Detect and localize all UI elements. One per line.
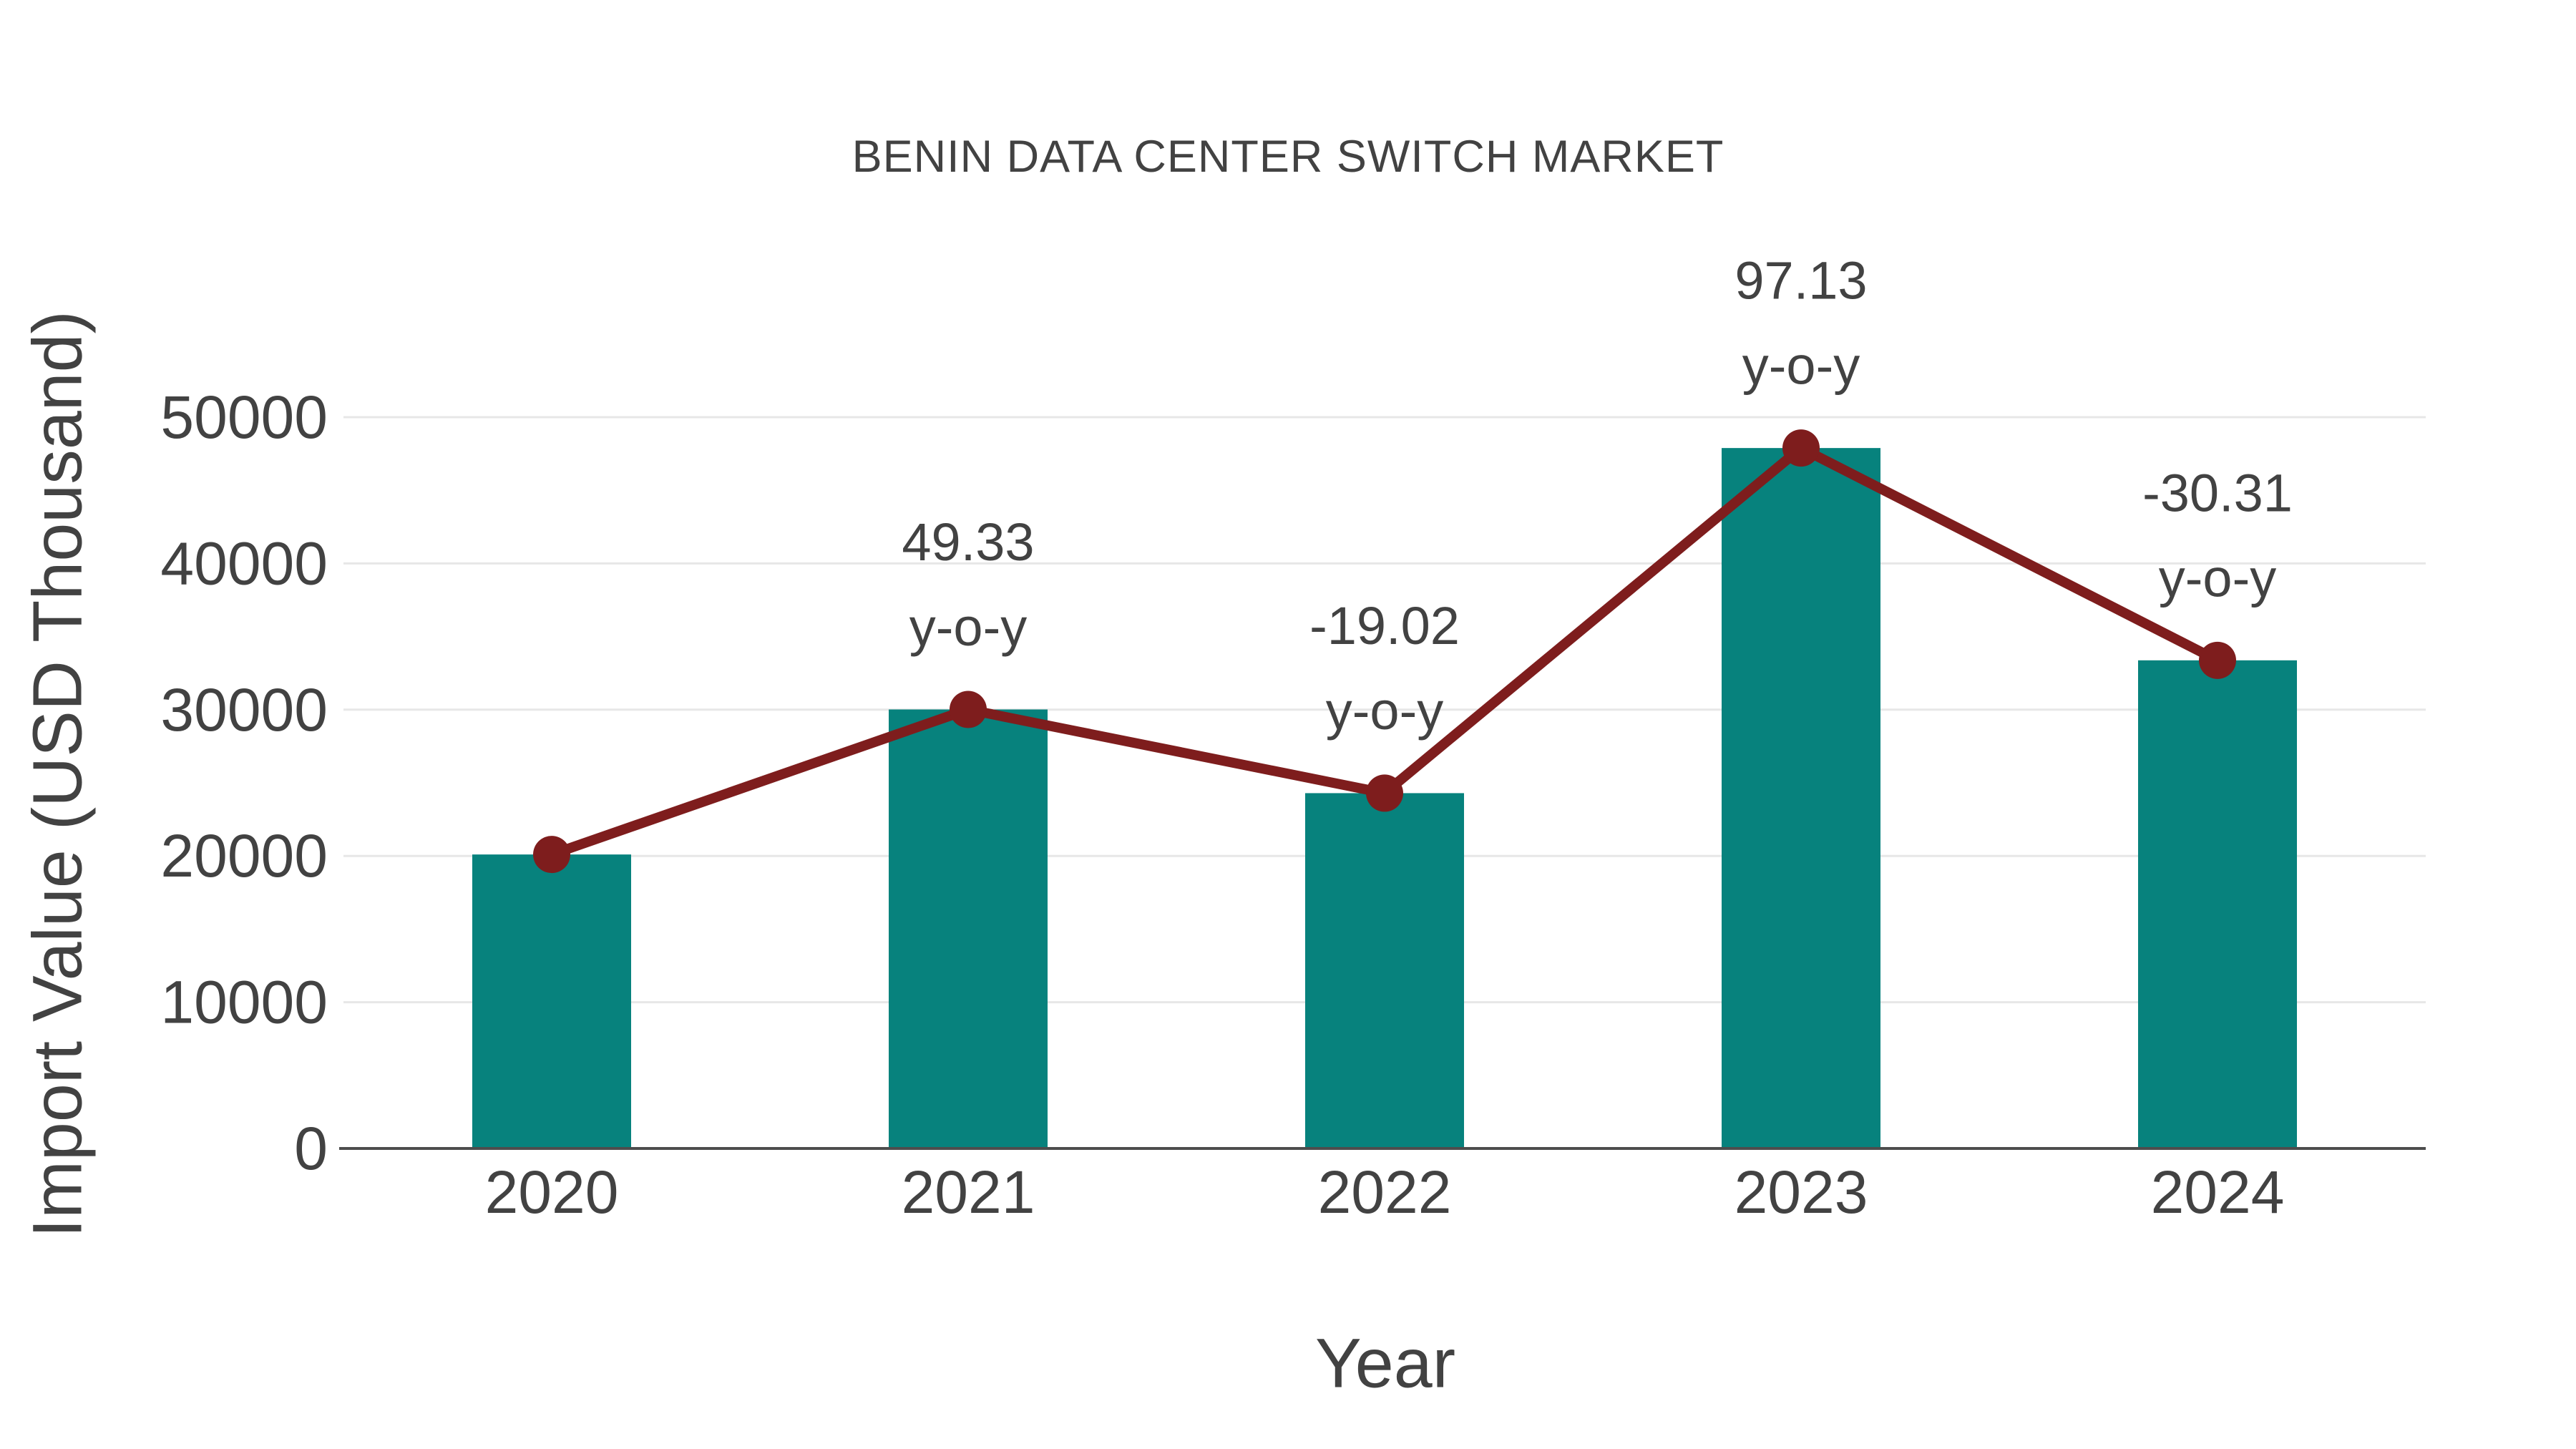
x-axis-label: Year bbox=[1315, 1324, 1455, 1402]
x-tick-label-2024: 2024 bbox=[2151, 1158, 2285, 1226]
x-tick-label-2023: 2023 bbox=[1735, 1158, 1868, 1226]
marker-2024 bbox=[2199, 641, 2236, 679]
chart-title: BENIN DATA CENTER SWITCH MARKET bbox=[852, 132, 1724, 182]
annotation-value-2023: 97.13 bbox=[1735, 251, 1867, 311]
annotation-value-2022: -19.02 bbox=[1309, 596, 1460, 655]
bar-2021 bbox=[889, 709, 1048, 1148]
y-tick-label: 30000 bbox=[160, 676, 328, 743]
x-tick-label-2022: 2022 bbox=[1318, 1158, 1452, 1226]
marker-2020 bbox=[533, 836, 570, 874]
marker-2023 bbox=[1782, 429, 1820, 467]
y-tick-label: 40000 bbox=[160, 530, 328, 597]
annotation-value-2021: 49.33 bbox=[902, 512, 1034, 572]
annotation-suffix-2023: y-o-y bbox=[1742, 336, 1860, 396]
bar-2023 bbox=[1722, 448, 1880, 1148]
x-tick-label-2020: 2020 bbox=[485, 1158, 619, 1226]
bar-2024 bbox=[2138, 660, 2297, 1148]
y-axis-label: Import Value (USD Thousand) bbox=[18, 311, 97, 1238]
bar-2022 bbox=[1305, 793, 1464, 1148]
y-tick-label: 10000 bbox=[160, 969, 328, 1036]
annotation-value-2024: -30.31 bbox=[2142, 463, 2293, 522]
y-tick-label: 0 bbox=[294, 1115, 328, 1182]
y-tick-label: 50000 bbox=[160, 384, 328, 451]
annotation-suffix-2022: y-o-y bbox=[1326, 681, 1443, 741]
annotation-suffix-2024: y-o-y bbox=[2159, 548, 2276, 608]
y-tick-label: 20000 bbox=[160, 822, 328, 889]
marker-2022 bbox=[1366, 774, 1403, 812]
x-tick-label-2021: 2021 bbox=[902, 1158, 1035, 1226]
marker-2021 bbox=[950, 691, 987, 728]
bar-2020 bbox=[472, 854, 631, 1148]
annotation-suffix-2021: y-o-y bbox=[909, 597, 1027, 657]
